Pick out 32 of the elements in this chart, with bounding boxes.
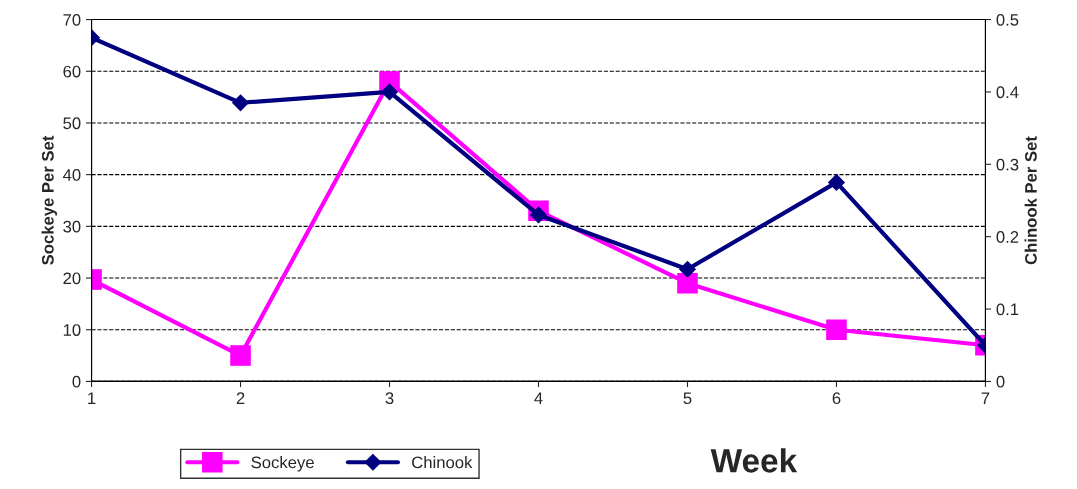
y2-tick-label: 0.3 (996, 158, 1019, 171)
point (828, 174, 845, 191)
y2-tick-label: 0.2 (996, 231, 1019, 243)
y-tick-label: 20 (63, 272, 81, 285)
x-tick-label: 1 (88, 392, 96, 404)
legend-label: Sockeye (251, 456, 314, 472)
point (232, 94, 249, 112)
point (679, 260, 696, 278)
point (530, 206, 547, 224)
y2-tick-label: 0.4 (996, 86, 1019, 99)
y-tick-label: 10 (63, 324, 81, 336)
y-tick-label: 70 (63, 13, 81, 26)
y-tick-label: 50 (63, 117, 81, 130)
y-tick-label: 30 (63, 220, 81, 233)
y-axis-title: Sockeye Per Set (41, 135, 58, 265)
x-tick-label: 7 (981, 392, 990, 404)
y2-axis-title: Chinook Per Set (1024, 136, 1037, 265)
x-axis-title: Week (710, 448, 798, 473)
y-tick-label: 60 (63, 65, 81, 78)
x-tick-label: 4 (534, 392, 543, 404)
y-tick-label: 0 (72, 375, 81, 388)
y2-tick-label: 0.5 (996, 13, 1019, 26)
x-tick-label: 3 (385, 392, 394, 405)
point (381, 83, 398, 101)
x-tick-label: 2 (236, 392, 245, 404)
y2-tick-label: 0.1 (996, 303, 1019, 316)
y2-tick-label: 0 (996, 375, 1005, 388)
point (677, 272, 698, 294)
legend-label: Chinook (412, 456, 473, 469)
x-tick-label: 5 (683, 392, 692, 405)
x-tick-label: 6 (832, 392, 841, 405)
y-tick-label: 40 (62, 169, 81, 181)
